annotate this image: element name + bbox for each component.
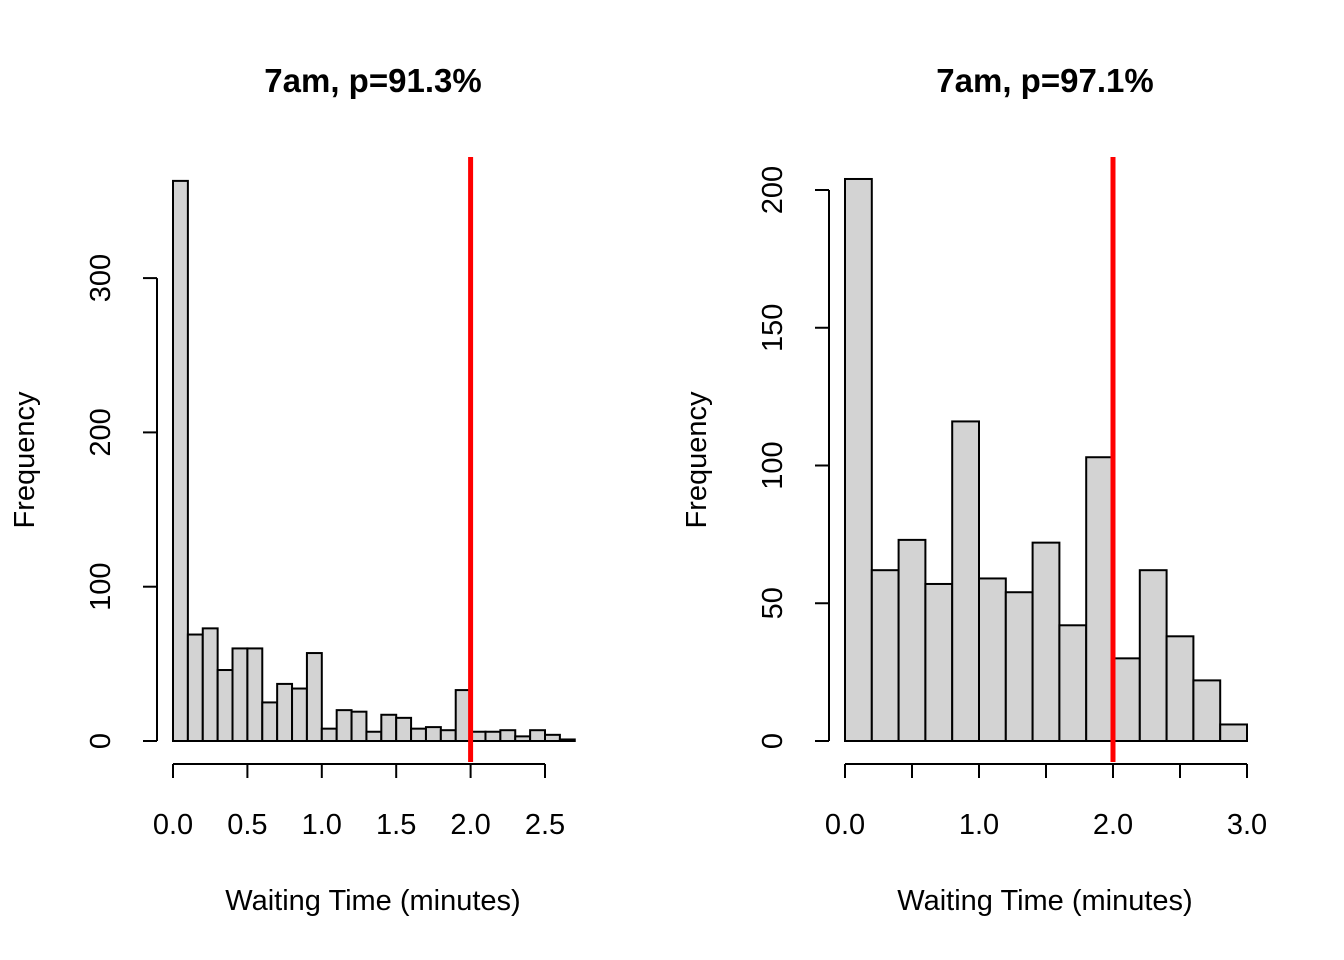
y-axis-label: Frequency	[9, 391, 41, 529]
y-tick-label: 50	[757, 587, 789, 619]
histogram-bar	[320, 727, 338, 743]
x-tick-label: 1.0	[302, 809, 342, 841]
y-axis-label: Frequency	[681, 391, 713, 529]
histogram-bar	[246, 647, 264, 742]
histogram-bar	[844, 177, 873, 743]
x-tick-label: 2.0	[450, 809, 490, 841]
histogram-bar	[410, 727, 427, 743]
x-axis-label: Waiting Time (minutes)	[225, 885, 520, 917]
x-tick-label: 3.0	[1227, 809, 1267, 841]
x-axis-label: Waiting Time (minutes)	[897, 885, 1192, 917]
histogram-bar	[1112, 657, 1141, 742]
histogram-bar	[544, 733, 561, 743]
histogram-bar	[870, 569, 900, 742]
histogram-bar	[365, 730, 383, 743]
histogram-bar	[439, 729, 457, 742]
histogram-bar	[1004, 591, 1034, 742]
x-tick-label: 0.5	[227, 809, 267, 841]
histogram-bar	[350, 710, 368, 742]
histogram-bar	[499, 729, 517, 742]
histogram-bar	[261, 701, 279, 742]
histogram-bar	[305, 652, 323, 743]
x-tick-label: 2.0	[1093, 809, 1133, 841]
histogram-bar	[424, 726, 442, 742]
histogram-bar	[380, 713, 398, 742]
y-tick-label: 0	[757, 733, 789, 749]
y-tick-label: 200	[757, 166, 789, 214]
histogram-bar	[897, 538, 927, 743]
histogram-bar	[201, 627, 219, 743]
histogram-bar	[1138, 569, 1168, 742]
x-tick-label: 2.5	[525, 809, 565, 841]
x-tick-label: 1.5	[376, 809, 416, 841]
histogram-bar	[1219, 723, 1248, 742]
histogram-bar	[978, 577, 1007, 743]
histogram-bar	[1085, 456, 1114, 742]
y-tick-label: 100	[757, 441, 789, 489]
x-tick-label: 0.0	[153, 809, 193, 841]
histogram-bar	[291, 687, 308, 743]
y-tick-label: 150	[757, 304, 789, 352]
chart-title: 7am, p=97.1%	[936, 62, 1153, 99]
histogram-bar	[335, 709, 353, 743]
chart-title: 7am, p=91.3%	[264, 62, 481, 99]
histogram-bar	[951, 420, 981, 742]
x-tick-label: 0.0	[825, 809, 865, 841]
histogram-bar	[276, 682, 294, 742]
chart-panel-1: 7am, p=91.3% 0 100 200 300 0.0 0.5 1.0 1.5 2.0 2.5…	[9, 62, 576, 917]
histogram-bar	[395, 716, 413, 742]
histogram-bar	[1058, 624, 1088, 742]
histogram-bar	[514, 735, 532, 742]
histogram-bar	[1031, 541, 1061, 743]
histogram-bar	[1165, 635, 1195, 742]
histogram-bar	[231, 647, 249, 742]
histogram-bar	[484, 730, 502, 743]
y-tick-label: 300	[85, 254, 117, 302]
histogram-bar	[558, 738, 576, 742]
chart-panel-2: 7am, p=97.1% 0 50 100 150 200 0.0 1.0 2.0 3.0 Wait…	[681, 62, 1267, 917]
y-tick-label: 100	[85, 563, 117, 611]
y-tick-label: 200	[85, 408, 117, 456]
histogram-bar	[172, 179, 189, 743]
histogram-bar	[924, 582, 954, 743]
histogram-bar	[216, 669, 234, 742]
histogram-bar	[529, 729, 546, 742]
histogram-bar	[1192, 679, 1222, 743]
y-tick-label: 0	[85, 733, 117, 749]
histogram-bar	[186, 633, 204, 743]
x-tick-label: 1.0	[959, 809, 999, 841]
